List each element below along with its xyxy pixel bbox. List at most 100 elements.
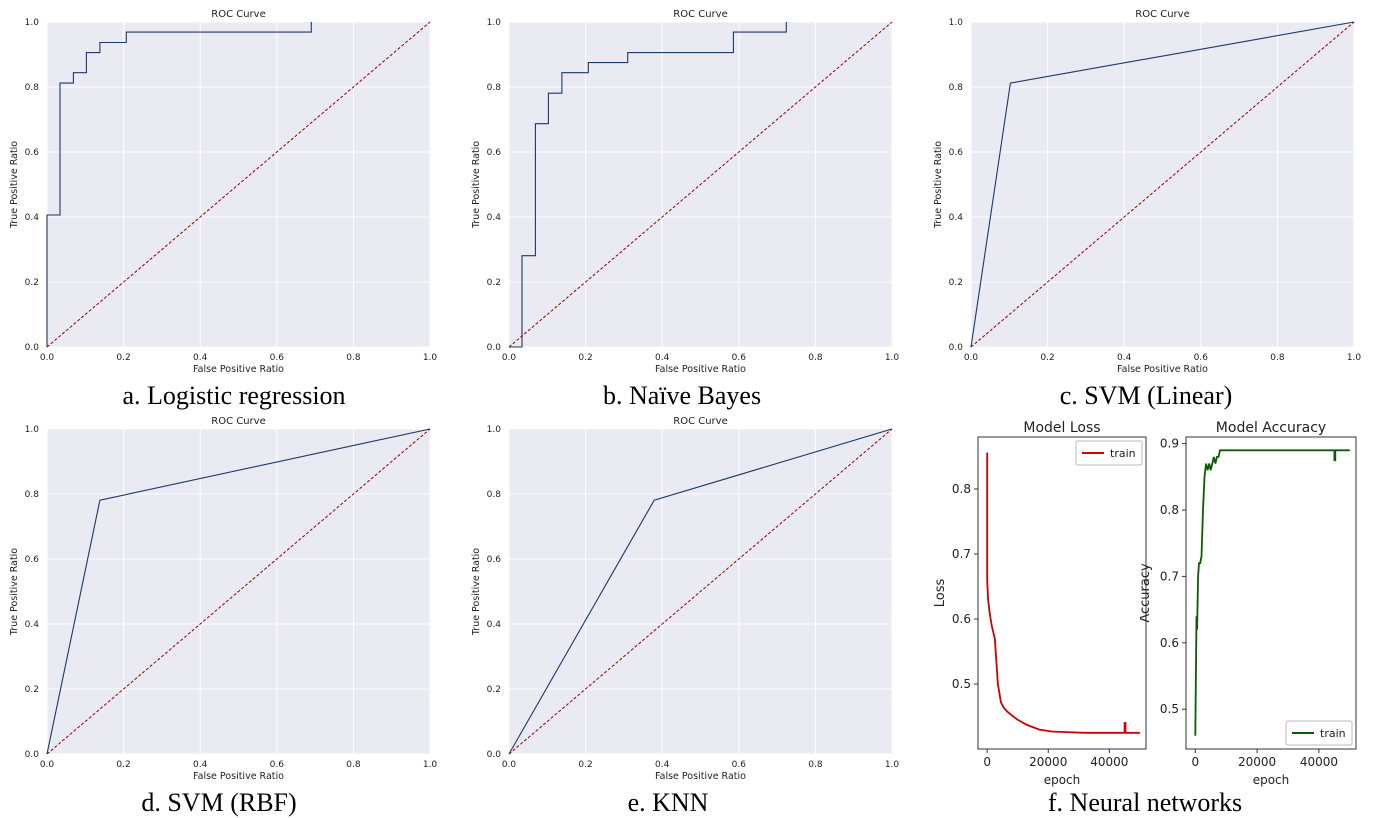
x-tick-label: 0.2 [116, 760, 130, 770]
x-tick-label: 0.2 [578, 353, 592, 363]
x-tick-label: 1.0 [885, 760, 900, 770]
roc-panel-c: 0.0 0.2 0.4 0.6 0.8 1.0 0.0 0.2 0.4 0.6 0.8 1.0 ROC … [924, 0, 1364, 384]
y-tick-label: 0.6 [949, 148, 964, 158]
y-axis-label: True Positive Ratio [9, 548, 20, 636]
legend-label: train [1110, 447, 1136, 460]
x-tick-label: 1.0 [1347, 353, 1362, 363]
x-tick-label: 0.8 [346, 760, 361, 770]
chance-diagonal-line [46, 428, 431, 755]
y-tick-label: 0.2 [487, 685, 501, 695]
legend-box [1075, 440, 1143, 466]
chance-diagonal-line [508, 21, 893, 348]
y-tick-label: 0.0 [487, 750, 502, 760]
x-tick-label: 0.8 [1270, 353, 1285, 363]
x-tick-label: 0.0 [502, 760, 517, 770]
x-axis-label: False Positive Ratio [193, 771, 284, 782]
x-axis-label: False Positive Ratio [193, 364, 284, 375]
x-axis-label: False Positive Ratio [1117, 364, 1208, 375]
roc-panel-a: 0.0 0.2 0.4 0.6 0.8 1.0 0.0 0.2 0.4 0.6 0.8 1.0 ROC … [0, 0, 440, 384]
x-tick-label: 0.8 [808, 353, 823, 363]
y-tick-label: 0.6 [25, 555, 40, 565]
chart-title: ROC Curve [211, 416, 265, 427]
caption-e: e. KNN [627, 788, 709, 817]
x-tick-label: 0.8 [346, 353, 361, 363]
roc-chart-svg: 0.0 0.2 0.4 0.6 0.8 1.0 0.0 0.2 0.4 0.6 0.8 1.0 ROC … [471, 416, 900, 782]
x-tick-label: 0.6 [270, 353, 285, 363]
plot-frame [1185, 436, 1357, 750]
y-tick-label: 0.6 [487, 555, 502, 565]
y-tick-label: 0.4 [487, 213, 502, 223]
y-tick-label: 0.2 [949, 278, 963, 288]
chart-title: Model Accuracy [1216, 420, 1326, 436]
legend-box [1285, 720, 1353, 746]
y-tick-label: 0.2 [25, 278, 39, 288]
y-tick-label: 0.4 [25, 213, 40, 223]
x-tick-label: 1.0 [423, 760, 438, 770]
y-tick-label: 0.0 [25, 750, 40, 760]
plot-frame [977, 436, 1147, 750]
roc-curve-line [509, 22, 787, 348]
y-tick-label: 0.0 [487, 343, 502, 353]
y-tick-label: 0.8 [949, 83, 964, 93]
y-tick-label: 0.8 [952, 482, 971, 496]
x-tick-label: 0.0 [964, 353, 979, 363]
x-axis-label: False Positive Ratio [655, 364, 746, 375]
y-tick-label: 0.4 [487, 620, 502, 630]
y-tick-label: 0.2 [487, 278, 501, 288]
roc-curve-line [46, 22, 312, 347]
x-tick-label: 40000 [1300, 755, 1338, 769]
roc-chart-svg: 0.0 0.2 0.4 0.6 0.8 1.0 0.0 0.2 0.4 0.6 0.8 1.0 ROC … [933, 9, 1362, 375]
y-tick-label: 0.6 [25, 148, 40, 158]
y-tick-label: 1.0 [487, 18, 502, 28]
x-tick-label: 0.8 [808, 760, 823, 770]
loss-chart-svg: Model Loss 0 20000 40000 0.5 0.6 0.7 0.8 epoch Lo… [933, 420, 1147, 787]
y-tick-label: 0.0 [949, 343, 964, 353]
y-tick-label: 0.6 [952, 612, 971, 626]
chart-title: ROC Curve [211, 9, 265, 20]
y-tick-label: 0.2 [25, 685, 39, 695]
y-tick-label: 0.0 [25, 343, 40, 353]
x-tick-label: 0.6 [1194, 353, 1209, 363]
nn-loss-panel: Model Loss 0 20000 40000 0.5 0.6 0.7 0.8 epoch Lo… [924, 412, 1159, 794]
y-tick-label: 0.8 [487, 490, 502, 500]
chance-diagonal-line [970, 21, 1355, 348]
x-tick-label: 0 [983, 755, 991, 769]
x-tick-label: 0.0 [502, 353, 517, 363]
roc-curve-line [970, 21, 1355, 348]
caption-f: f. Neural networks [1047, 788, 1243, 817]
x-tick-label: 0.2 [116, 353, 130, 363]
y-tick-label: 0.9 [1160, 437, 1179, 451]
y-tick-label: 0.8 [25, 83, 40, 93]
roc-panel-d: 0.0 0.2 0.4 0.6 0.8 1.0 0.0 0.2 0.4 0.6 0.8 1.0 ROC … [0, 407, 440, 791]
chart-title: ROC Curve [1135, 9, 1189, 20]
chart-title: ROC Curve [673, 416, 727, 427]
x-tick-label: 0.6 [732, 760, 747, 770]
x-axis-label: epoch [1044, 773, 1081, 787]
y-axis-label: True Positive Ratio [933, 141, 944, 229]
y-tick-label: 0.8 [25, 490, 40, 500]
x-tick-label: 0.4 [193, 760, 208, 770]
x-tick-label: 20000 [1029, 755, 1067, 769]
y-tick-label: 0.4 [949, 213, 964, 223]
x-tick-label: 0.0 [40, 353, 55, 363]
x-tick-label: 0.6 [270, 760, 285, 770]
accuracy-chart-svg: Model Accuracy 0 20000 40000 0.5 0.6 0.7 0.8 0.9… [1138, 420, 1357, 787]
x-tick-label: 0 [1191, 755, 1199, 769]
y-tick-label: 0.6 [1160, 636, 1179, 650]
roc-curve-line [46, 428, 431, 755]
y-axis-label: Loss [933, 579, 948, 608]
caption-d: d. SVM (RBF) [141, 788, 297, 817]
y-tick-label: 0.7 [952, 547, 971, 561]
y-tick-label: 1.0 [25, 425, 40, 435]
x-tick-label: 0.2 [578, 760, 592, 770]
nn-accuracy-panel: Model Accuracy 0 20000 40000 0.5 0.6 0.7 0.8 0.9… [1138, 412, 1375, 794]
roc-chart-svg: 0.0 0.2 0.4 0.6 0.8 1.0 0.0 0.2 0.4 0.6 0.8 1.0 ROC … [471, 9, 899, 375]
y-tick-label: 1.0 [487, 425, 502, 435]
x-tick-label: 1.0 [423, 353, 438, 363]
chart-title: ROC Curve [673, 9, 727, 20]
x-tick-label: 0.4 [655, 760, 670, 770]
x-tick-label: 20000 [1238, 755, 1276, 769]
roc-panel-e: 0.0 0.2 0.4 0.6 0.8 1.0 0.0 0.2 0.4 0.6 0.8 1.0 ROC … [462, 407, 902, 791]
chart-title: Model Loss [1023, 420, 1100, 436]
x-tick-label: 0.2 [1040, 353, 1054, 363]
